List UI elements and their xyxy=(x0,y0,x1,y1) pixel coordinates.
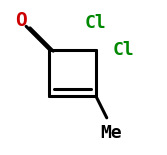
Text: O: O xyxy=(16,11,27,30)
Text: Cl: Cl xyxy=(85,14,107,32)
Text: Cl: Cl xyxy=(113,41,135,59)
Text: Me: Me xyxy=(101,124,122,142)
